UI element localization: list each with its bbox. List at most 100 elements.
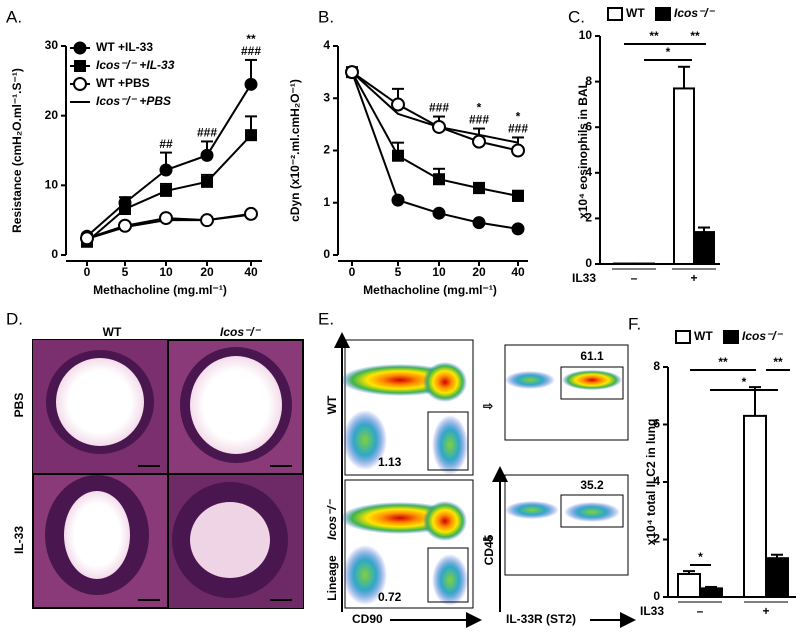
annotation: ### <box>429 101 449 115</box>
x-tick-label: 10 <box>159 265 173 279</box>
y-tick-label: 2 <box>585 211 592 225</box>
y-tick-label: 6 <box>585 119 592 133</box>
annotation: * <box>477 101 482 115</box>
flow-plot <box>504 474 629 576</box>
y-tick-label: 0 <box>51 247 58 261</box>
significance-label: * <box>666 45 671 59</box>
point <box>473 182 485 195</box>
point <box>512 189 524 202</box>
point <box>73 41 87 55</box>
legend-label: WT <box>626 6 645 20</box>
significance-label: * <box>698 550 703 564</box>
gate-value: 35.2 <box>580 478 604 492</box>
x-tick-label: – <box>697 604 704 618</box>
annotation: ### <box>508 122 528 136</box>
legend-swatch <box>675 330 691 344</box>
y-tick-label: 2 <box>323 143 330 157</box>
axis-label: CD45 <box>482 534 496 565</box>
point <box>432 119 446 134</box>
point <box>74 60 86 72</box>
annotation: ## <box>159 137 173 151</box>
row-label: PBS <box>12 393 26 418</box>
x-tick-label: – <box>631 271 638 285</box>
panel-label: C. <box>568 7 585 26</box>
scale-bars <box>138 465 292 601</box>
y-axis-label: x10⁴ total ILC2 in lung <box>644 419 658 546</box>
significance-label: ** <box>773 355 783 369</box>
point <box>160 184 172 197</box>
gate <box>560 494 624 528</box>
category-title: IL33 <box>572 271 596 285</box>
legend-label: Icos⁻/⁻ <box>742 329 784 343</box>
x-axis-label: Methacholine (mg.ml⁻¹) <box>363 283 497 297</box>
panel-label: F. <box>628 314 641 333</box>
point <box>345 65 359 80</box>
bar <box>765 557 789 598</box>
y-tick-label: 3 <box>323 90 330 104</box>
x-tick-label: + <box>762 604 769 618</box>
x-tick-label: 40 <box>511 265 525 279</box>
bar <box>673 87 695 265</box>
point <box>118 218 132 233</box>
x-tick-label: 20 <box>200 265 214 279</box>
x-tick-label: 10 <box>432 265 446 279</box>
y-tick-label: 0 <box>323 247 330 261</box>
x-tick-label: + <box>690 271 697 285</box>
y-tick-label: 8 <box>653 359 660 373</box>
legend-label: Icos⁻/⁻ <box>674 6 716 20</box>
legend-swatch <box>607 7 623 21</box>
y-tick-label: 0 <box>653 589 660 603</box>
panel-label: A. <box>6 7 22 26</box>
category-title: IL33 <box>640 604 664 618</box>
arrow: ⇨ <box>483 532 493 546</box>
significance-label: * <box>742 375 747 389</box>
panel-label: D. <box>6 309 23 328</box>
legend-label: WT +PBS <box>96 76 150 90</box>
point <box>119 203 131 216</box>
point <box>511 143 525 158</box>
gate <box>427 411 469 471</box>
point <box>391 193 405 207</box>
y-axis-label: Resistance (cmH₂O.ml⁻¹.S⁻¹) <box>10 68 24 233</box>
y-tick-label: 30 <box>45 38 59 52</box>
y-axis-label: cDyn (x10⁻².ml.cmH₂O⁻¹) <box>288 79 302 222</box>
gate <box>560 366 624 400</box>
annotation: ### <box>197 126 217 140</box>
y-tick-label: 8 <box>585 74 592 88</box>
airway-lumen <box>64 491 130 579</box>
column-label: WT <box>103 325 122 339</box>
airway-lumen <box>190 502 270 578</box>
airway-lumen <box>190 356 282 454</box>
legend-label: Icos⁻/⁻ +PBS <box>96 94 171 108</box>
y-tick-label: 4 <box>653 474 660 488</box>
legend-swatch <box>723 330 739 344</box>
y-tick-label: 10 <box>579 28 593 42</box>
gate-value: 1.13 <box>378 455 402 469</box>
annotation: ### <box>241 44 261 58</box>
x-tick-label: 0 <box>349 265 356 279</box>
column-label: Icos⁻/⁻ <box>220 325 262 339</box>
gate-value: 0.72 <box>378 590 402 604</box>
point <box>432 206 446 220</box>
significance-label: ** <box>718 355 728 369</box>
density <box>340 362 468 606</box>
bar <box>699 587 723 598</box>
axis-label: Lineage <box>325 555 339 601</box>
legend-label: Icos⁻/⁻ +IL-33 <box>96 58 175 72</box>
point <box>200 148 214 162</box>
point <box>472 134 486 149</box>
y-tick-label: 10 <box>45 178 59 192</box>
x-tick-label: 0 <box>84 265 91 279</box>
y-tick-label: 20 <box>45 108 59 122</box>
point <box>244 206 258 221</box>
y-tick-label: 4 <box>585 165 592 179</box>
bar <box>693 231 715 266</box>
point <box>80 231 94 246</box>
panel-label: E. <box>318 309 334 328</box>
density <box>505 370 622 522</box>
row-label: Icos⁻/⁻ <box>325 498 339 540</box>
y-tick-label: 1 <box>323 195 330 209</box>
y-tick-label: 0 <box>585 256 592 270</box>
point <box>200 213 214 228</box>
legend-label: WT <box>694 329 713 343</box>
